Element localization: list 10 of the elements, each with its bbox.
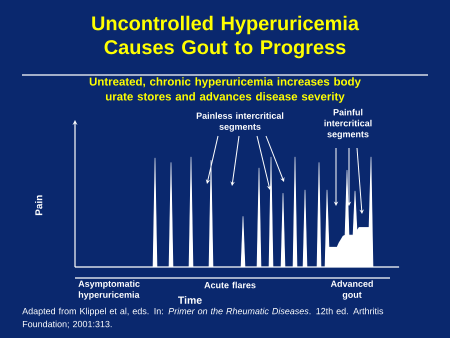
text: Painful intercritical segments	[324, 108, 372, 140]
text: Painless intercritical segments	[196, 112, 284, 132]
y-axis-title: Pain	[35, 195, 42, 216]
chart-subtitle: Untreated, chronic hyperuricemia increases body urate stores and advances disease severity	[90, 77, 361, 103]
text: Advanced gout	[330, 280, 373, 300]
text: Adapted from Klippel et al, eds. In: Primer on the Rheumatic Diseases. 12th ed. Arthritis Foundation; 2001:313.	[22, 308, 384, 328]
text: Acute flares	[204, 282, 256, 288]
chart-title: Uncontrolled Hyperuricemia Causes Gout to Progress	[92, 16, 360, 58]
x-axis-title: Time	[178, 296, 202, 304]
text: Asymptomatic hyperuricemia	[78, 280, 140, 300]
